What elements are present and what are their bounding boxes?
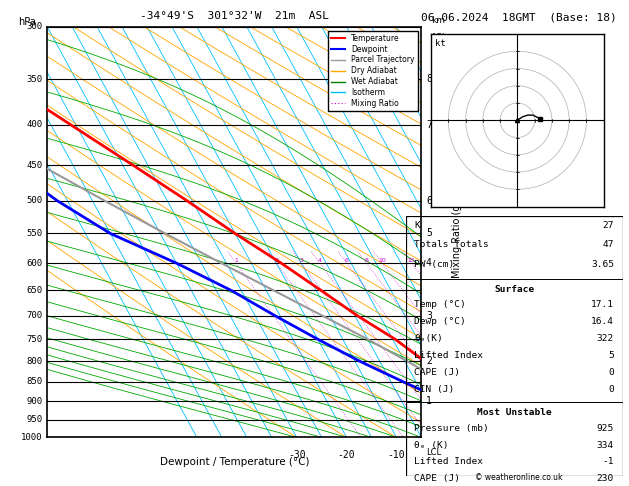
Text: 27: 27 bbox=[603, 221, 614, 230]
Text: θₑ (K): θₑ (K) bbox=[415, 441, 449, 450]
Text: 1000: 1000 bbox=[21, 433, 43, 442]
Text: 6: 6 bbox=[426, 196, 431, 206]
Text: 850: 850 bbox=[26, 378, 43, 386]
Text: 350: 350 bbox=[26, 75, 43, 84]
Text: LCL: LCL bbox=[426, 448, 441, 457]
Text: 750: 750 bbox=[26, 335, 43, 344]
Text: Most Unstable: Most Unstable bbox=[477, 408, 552, 417]
Text: 10: 10 bbox=[378, 258, 386, 263]
Text: 6: 6 bbox=[345, 258, 348, 263]
Text: 2: 2 bbox=[274, 258, 279, 263]
Text: -10: -10 bbox=[387, 450, 405, 460]
Text: 450: 450 bbox=[26, 160, 43, 170]
Text: 0: 0 bbox=[608, 385, 614, 394]
Text: K: K bbox=[415, 221, 420, 230]
Text: Dewp (°C): Dewp (°C) bbox=[415, 317, 466, 326]
Text: hPa: hPa bbox=[18, 17, 35, 27]
Text: 3.65: 3.65 bbox=[591, 260, 614, 269]
Text: PW (cm): PW (cm) bbox=[415, 260, 455, 269]
Text: 3: 3 bbox=[299, 258, 303, 263]
Text: 1: 1 bbox=[426, 397, 431, 406]
Text: θₑ(K): θₑ(K) bbox=[415, 334, 443, 343]
Text: km: km bbox=[431, 16, 445, 25]
Legend: Temperature, Dewpoint, Parcel Trajectory, Dry Adiabat, Wet Adiabat, Isotherm, Mi: Temperature, Dewpoint, Parcel Trajectory… bbox=[328, 31, 418, 111]
Text: 8: 8 bbox=[365, 258, 369, 263]
Text: 47: 47 bbox=[603, 241, 614, 249]
Text: 500: 500 bbox=[26, 196, 43, 206]
Text: 550: 550 bbox=[26, 229, 43, 238]
Text: 300: 300 bbox=[26, 22, 43, 31]
Text: 230: 230 bbox=[597, 474, 614, 484]
Text: Mixing Ratio (g/kg): Mixing Ratio (g/kg) bbox=[452, 186, 462, 278]
Text: CIN (J): CIN (J) bbox=[415, 385, 455, 394]
Text: Totals Totals: Totals Totals bbox=[415, 241, 489, 249]
Text: 17.1: 17.1 bbox=[591, 300, 614, 309]
Text: -1: -1 bbox=[603, 457, 614, 467]
Text: 06.06.2024  18GMT  (Base: 18): 06.06.2024 18GMT (Base: 18) bbox=[421, 12, 617, 22]
Text: Lifted Index: Lifted Index bbox=[415, 351, 483, 360]
Text: 322: 322 bbox=[597, 334, 614, 343]
Text: 0: 0 bbox=[608, 368, 614, 377]
Text: 900: 900 bbox=[26, 397, 43, 406]
Text: -20: -20 bbox=[338, 450, 355, 460]
Text: 15: 15 bbox=[408, 258, 416, 263]
Text: 3: 3 bbox=[426, 311, 431, 321]
Text: Surface: Surface bbox=[494, 285, 534, 294]
Text: 800: 800 bbox=[26, 357, 43, 366]
Text: 925: 925 bbox=[597, 424, 614, 433]
Text: CAPE (J): CAPE (J) bbox=[415, 368, 460, 377]
Text: CAPE (J): CAPE (J) bbox=[415, 474, 460, 484]
Text: 8: 8 bbox=[426, 74, 431, 84]
Text: 5: 5 bbox=[426, 228, 431, 239]
Text: 4: 4 bbox=[426, 258, 431, 268]
Text: © weatheronline.co.uk: © weatheronline.co.uk bbox=[475, 473, 563, 482]
Text: kt: kt bbox=[435, 39, 445, 48]
Text: Pressure (mb): Pressure (mb) bbox=[415, 424, 489, 433]
Text: ASL: ASL bbox=[431, 33, 448, 42]
Text: 400: 400 bbox=[26, 121, 43, 129]
Text: 600: 600 bbox=[26, 259, 43, 268]
Text: -34°49'S  301°32'W  21m  ASL: -34°49'S 301°32'W 21m ASL bbox=[140, 11, 329, 20]
Text: 1: 1 bbox=[234, 258, 238, 263]
Text: 4: 4 bbox=[318, 258, 322, 263]
Text: 2: 2 bbox=[426, 356, 431, 366]
Text: Temp (°C): Temp (°C) bbox=[415, 300, 466, 309]
Text: Lifted Index: Lifted Index bbox=[415, 457, 483, 467]
Text: 334: 334 bbox=[597, 441, 614, 450]
Text: 16.4: 16.4 bbox=[591, 317, 614, 326]
Text: 5: 5 bbox=[608, 351, 614, 360]
Text: 950: 950 bbox=[26, 416, 43, 424]
Text: 7: 7 bbox=[426, 120, 431, 130]
Text: 650: 650 bbox=[26, 286, 43, 295]
X-axis label: Dewpoint / Temperature (°C): Dewpoint / Temperature (°C) bbox=[160, 457, 309, 467]
Text: -30: -30 bbox=[288, 450, 306, 460]
Text: 700: 700 bbox=[26, 311, 43, 320]
